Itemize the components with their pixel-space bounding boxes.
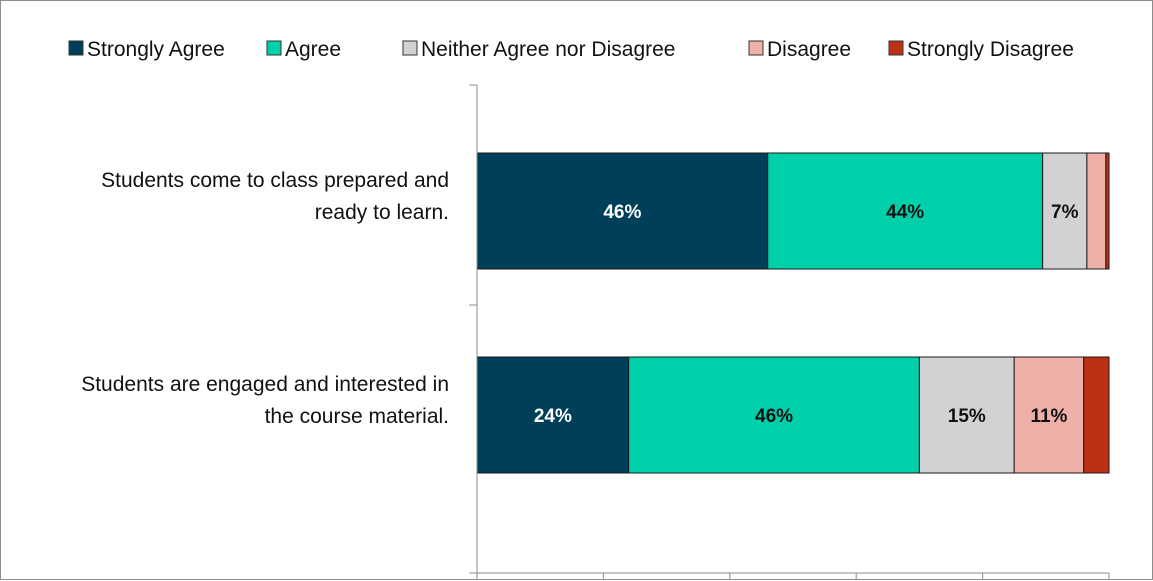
bar-segment-agree bbox=[628, 356, 920, 474]
bar-segment-strongly-agree bbox=[476, 356, 630, 474]
category-label: Students are engaged and interested in bbox=[81, 373, 449, 396]
legend-swatch-disagree bbox=[748, 40, 764, 56]
legend-label-strongly-disagree: Strongly Disagree bbox=[907, 38, 1074, 61]
data-label-strongly-agree: 24% bbox=[534, 406, 572, 427]
data-label-neither-agree-nor-disagree: 7% bbox=[1051, 202, 1079, 223]
data-label-strongly-agree: 46% bbox=[603, 202, 641, 223]
legend-label-neither-agree-nor-disagree: Neither Agree nor Disagree bbox=[421, 38, 675, 61]
bar-segment-strongly-agree bbox=[476, 152, 769, 270]
data-label-agree: 44% bbox=[886, 202, 924, 223]
bar-segment-disagree bbox=[1086, 152, 1107, 270]
bar-segment-agree bbox=[767, 152, 1044, 270]
legend-swatch-strongly-agree bbox=[68, 40, 84, 56]
legend-swatch-agree bbox=[266, 40, 282, 56]
legend-label-agree: Agree bbox=[285, 38, 341, 61]
bar-segment-strongly-disagree bbox=[1083, 356, 1110, 474]
bar-segment-neither-agree-nor-disagree bbox=[1042, 152, 1088, 270]
legend-swatch-strongly-disagree bbox=[888, 40, 904, 56]
category-label: the course material. bbox=[265, 405, 449, 428]
legend-label-strongly-agree: Strongly Agree bbox=[87, 38, 225, 61]
bar-segment-neither-agree-nor-disagree bbox=[918, 356, 1015, 474]
data-label-disagree: 11% bbox=[1030, 406, 1067, 427]
legend-swatch-neither-agree-nor-disagree bbox=[402, 40, 418, 56]
bar-segment-strongly-disagree bbox=[1105, 152, 1110, 270]
data-label-neither-agree-nor-disagree: 15% bbox=[948, 406, 986, 427]
category-label: ready to learn. bbox=[315, 201, 449, 224]
data-label-agree: 46% bbox=[755, 406, 793, 427]
bar-segment-disagree bbox=[1013, 356, 1085, 474]
legend-label-disagree: Disagree bbox=[767, 38, 851, 61]
category-label: Students come to class prepared and bbox=[101, 169, 449, 192]
